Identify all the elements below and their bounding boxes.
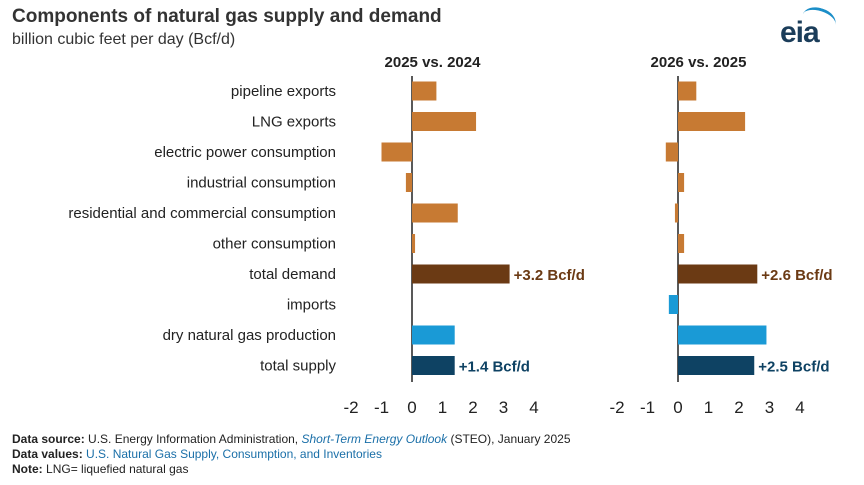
x-tick-label: 2 xyxy=(734,398,743,417)
bar xyxy=(381,142,412,162)
bar xyxy=(678,173,685,192)
x-tick-label: 1 xyxy=(438,398,447,417)
bar xyxy=(412,234,416,253)
footer-source: Data source: U.S. Energy Information Adm… xyxy=(12,432,571,446)
source-label: Data source: xyxy=(12,432,85,446)
bar xyxy=(412,356,455,375)
x-tick-label: 1 xyxy=(704,398,713,417)
chart-area: pipeline exports LNG exports electric powe… xyxy=(68,54,832,417)
category-label: residential and commercial consumption xyxy=(68,205,336,222)
bar xyxy=(678,264,758,284)
bar xyxy=(412,203,458,223)
source-text-1: U.S. Energy Information Administration, xyxy=(88,432,299,446)
data-label: +1.4 Bcf/d xyxy=(459,359,530,376)
bar xyxy=(678,112,746,131)
x-tick-label: 3 xyxy=(499,398,508,417)
steo-link[interactable]: Short-Term Energy Outlook xyxy=(301,432,448,446)
panel-title: 2025 vs. 2024 xyxy=(385,54,482,71)
bar xyxy=(678,356,755,375)
bar xyxy=(668,295,678,314)
category-label: total supply xyxy=(260,358,336,375)
data-label: +3.2 Bcf/d xyxy=(514,267,585,284)
category-label: dry natural gas production xyxy=(163,327,336,344)
x-tick-label: 4 xyxy=(795,398,804,417)
category-label: total demand xyxy=(249,266,336,283)
note-text: LNG= liquefied natural gas xyxy=(46,462,189,476)
bar xyxy=(405,173,412,192)
data-label: +2.5 Bcf/d xyxy=(758,359,829,376)
note-label: Note: xyxy=(12,462,43,476)
logo-text: eia xyxy=(780,16,820,49)
bar xyxy=(678,234,685,253)
bar xyxy=(412,112,477,131)
x-tick-label: 3 xyxy=(765,398,774,417)
chart-title: Components of natural gas supply and dem… xyxy=(12,6,442,27)
x-tick-label: 0 xyxy=(407,398,416,417)
bar xyxy=(678,81,697,101)
x-tick-label: -1 xyxy=(374,398,389,417)
panel-title: 2026 vs. 2025 xyxy=(651,54,747,71)
category-label: LNG exports xyxy=(252,114,336,131)
footer-note: Note: LNG= liquefied natural gas xyxy=(12,462,188,476)
x-tick-label: -1 xyxy=(640,398,655,417)
data-values-link[interactable]: U.S. Natural Gas Supply, Consumption, an… xyxy=(86,447,382,461)
bar xyxy=(665,142,678,162)
bar xyxy=(678,325,767,345)
source-text-2: (STEO), January 2025 xyxy=(450,432,571,446)
category-label: other consumption xyxy=(213,236,336,253)
x-tick-label: -2 xyxy=(343,398,358,417)
x-tick-label: 4 xyxy=(529,398,538,417)
chart-subtitle: billion cubic feet per day (Bcf/d) xyxy=(12,31,236,48)
bar xyxy=(412,325,455,345)
x-tick-label: -2 xyxy=(609,398,624,417)
bar xyxy=(674,203,678,223)
footer-values: Data values: U.S. Natural Gas Supply, Co… xyxy=(12,447,382,461)
x-tick-label: 2 xyxy=(468,398,477,417)
data-label: +2.6 Bcf/d xyxy=(761,267,832,284)
values-label: Data values: xyxy=(12,447,83,461)
category-label: industrial consumption xyxy=(187,175,336,192)
category-label: electric power consumption xyxy=(154,144,336,161)
category-label: pipeline exports xyxy=(231,83,336,100)
category-label: imports xyxy=(287,297,336,314)
x-tick-label: 0 xyxy=(673,398,682,417)
bar xyxy=(412,264,510,284)
eia-logo: eia xyxy=(780,3,842,49)
bar xyxy=(412,81,437,101)
